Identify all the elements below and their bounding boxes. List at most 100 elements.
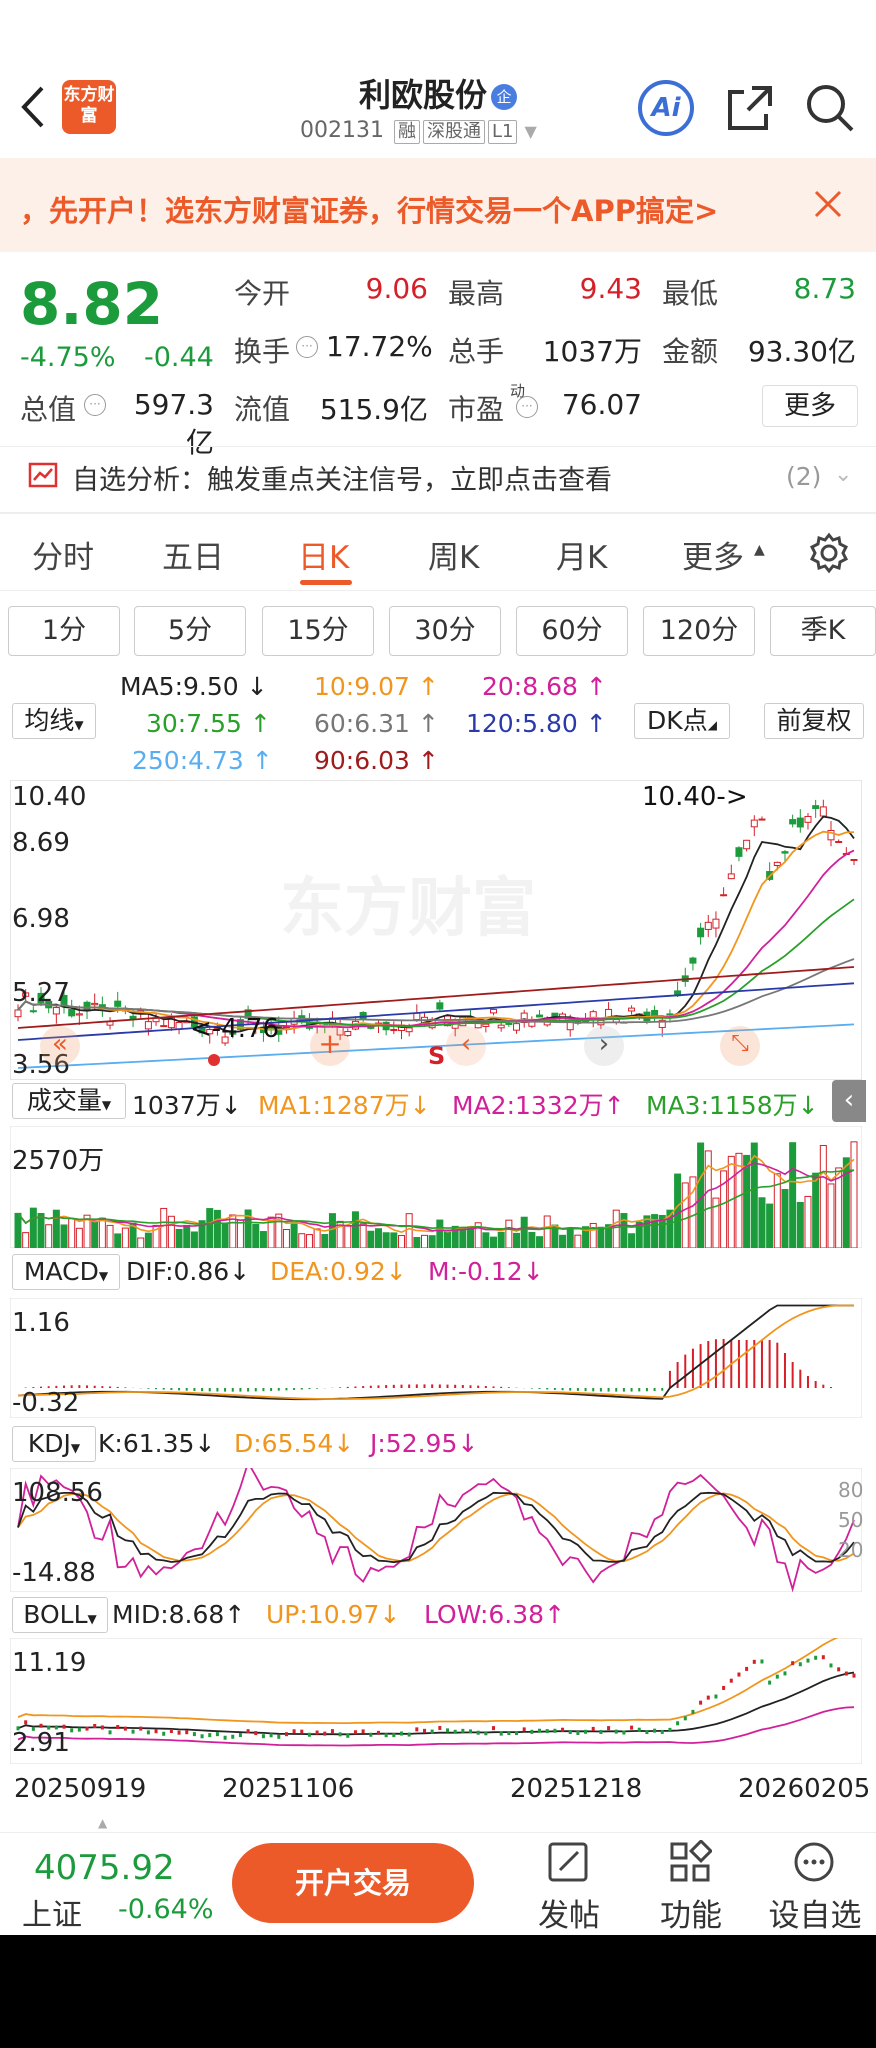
boll-candle [246,1729,250,1734]
candle-body [720,894,728,897]
close-icon[interactable] [810,186,846,222]
candle-body [704,921,712,930]
volume-bar [536,1236,544,1248]
macd-selector[interactable]: MACD▼ [12,1254,120,1290]
boll-candle [630,1725,634,1730]
tab-five-day[interactable]: 五日 [162,540,224,576]
search-icon[interactable] [802,80,858,136]
dropdown-icon: ▼ [70,1441,81,1455]
divider [0,446,876,447]
collapse-panel-icon[interactable]: ‹ [832,1080,866,1122]
stock-code: 002131 [300,118,384,143]
collapse-up-icon[interactable]: ▲ [98,1816,108,1830]
info-icon[interactable]: ··· [516,396,538,418]
volume-selector[interactable]: 成交量▼ [12,1083,126,1119]
volume-bar [321,1234,329,1248]
info-icon[interactable]: ··· [296,336,318,358]
volume-chart[interactable] [10,1126,862,1248]
volume-bar [206,1208,214,1248]
chevron-down-icon[interactable]: ⌄ [834,462,853,487]
analysis-count: (2) [786,462,822,491]
candle-body [796,817,804,828]
promo-banner[interactable]: ，先开户！选东方财富证券，行情交易一个APP搞定> [0,158,876,252]
back-icon[interactable] [14,82,54,132]
candle-body [497,1024,505,1029]
boll-candle [737,1672,741,1677]
scroll-left-icon[interactable]: « [40,1026,80,1066]
tab-weekly-k[interactable]: 周K [428,540,480,576]
boll-candle [530,1729,534,1734]
volume-bar [666,1209,674,1248]
share-icon[interactable] [722,80,778,136]
tab-daily-k[interactable]: 日K [298,540,350,576]
post-button[interactable]: 发帖 [538,1898,600,1934]
tab-minute[interactable]: 分时 [32,540,94,576]
boll-candle [177,1730,181,1735]
arrow-down-icon: ↓ [246,672,268,701]
ma60-label: 60:6.31 [314,709,410,738]
candle-body [712,918,720,929]
ai-button[interactable]: Ai [638,80,694,136]
index-name: 上证 [22,1898,82,1933]
more-button[interactable]: 更多 [762,385,858,427]
boll-candle [361,1729,365,1734]
boll-low: LOW:6.38↑ [424,1600,565,1629]
function-grid-icon[interactable] [668,1840,712,1884]
boll-chart[interactable] [10,1638,862,1764]
period-quarter[interactable]: 季K [770,606,876,656]
kdj-selector[interactable]: KDJ▼ [12,1426,96,1462]
tab-more[interactable]: 更多 [682,540,744,576]
ma-selector[interactable]: 均线▼ [12,703,96,739]
volume-bar [712,1197,720,1248]
period-120min[interactable]: 120分 [643,606,755,656]
boll-selector[interactable]: BOLL▼ [12,1597,108,1633]
dk-point-button[interactable]: DK点◢ [634,703,730,739]
zoom-in-icon[interactable]: + [310,1026,350,1066]
macd-chart[interactable] [10,1298,862,1418]
next-icon[interactable]: › [584,1026,624,1066]
volume-bar [574,1234,582,1248]
candle-body [390,1029,398,1032]
period-1min[interactable]: 1分 [8,606,120,656]
add-watchlist-icon[interactable] [792,1840,836,1884]
index-value[interactable]: 4075.92 [34,1848,175,1888]
candle-body [29,1010,37,1013]
add-watchlist-button[interactable]: 设自选 [768,1898,862,1934]
info-icon[interactable]: ··· [84,394,106,416]
boll-candle [338,1732,342,1737]
boll-candle [722,1685,726,1690]
fullscreen-icon[interactable]: ⤡ [720,1026,760,1066]
boll-candle [745,1666,749,1671]
function-button[interactable]: 功能 [660,1898,722,1934]
volume-bar [543,1215,551,1248]
prev-icon[interactable]: ‹ [446,1026,486,1066]
adjust-button[interactable]: 前复权 [764,703,864,739]
period-5min[interactable]: 5分 [134,606,246,656]
kdj-chart[interactable] [10,1468,862,1592]
boll-candle [714,1694,718,1699]
boll-candle [676,1721,680,1726]
boll-mid: MID:8.68↑ [112,1600,245,1629]
kline-chart[interactable]: 东方财富 [10,780,862,1080]
boll-candle [200,1734,204,1739]
open-label: 今开 [234,277,291,310]
stock-subline[interactable]: 002131 融深股通 L1 ▼ [300,118,537,144]
boll-candle [760,1659,764,1664]
current-price: 8.82 [20,270,164,338]
boll-up-label: UP:10.97 [266,1600,380,1629]
open-account-button[interactable]: 开户交易 [232,1843,474,1923]
volume-bar [566,1229,574,1248]
boll-candle [315,1730,319,1735]
boll-candle [284,1732,288,1737]
analysis-text[interactable]: 自选分析：触发重点关注信号，立即点击查看 [72,465,612,496]
edit-icon[interactable] [546,1840,590,1884]
period-15min[interactable]: 15分 [262,606,374,656]
pe-value: 76.07 [561,388,642,421]
boll-candle [192,1732,196,1737]
period-30min[interactable]: 30分 [389,606,501,656]
period-60min[interactable]: 60分 [516,606,628,656]
candle-body [75,1013,83,1016]
gear-icon[interactable] [808,532,850,574]
tab-monthly-k[interactable]: 月K [556,540,608,576]
candle-body [743,839,751,850]
